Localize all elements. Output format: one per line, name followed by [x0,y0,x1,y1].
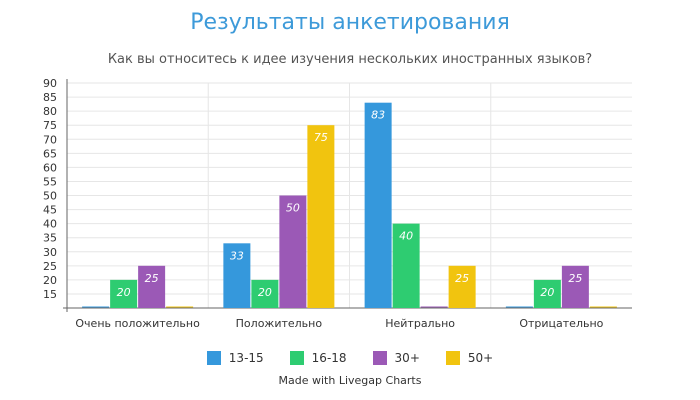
bar-value-label: 20 [258,286,272,299]
bar [110,279,138,308]
y-tick-label: 30 [43,246,57,259]
bar [251,279,279,308]
y-tick-label: 45 [43,204,57,217]
bar [448,265,476,308]
bar [533,279,561,308]
y-tick-label: 25 [43,260,57,273]
y-tick-label: 55 [43,175,57,188]
y-tick-label: 75 [43,119,57,132]
legend-label: 13-15 [228,351,264,365]
legend-swatch [206,351,221,365]
credit-text: Made with Livegap Charts [278,374,422,387]
y-tick-label: 65 [43,147,57,160]
legend-swatch [445,351,460,365]
y-tick-label: 50 [43,190,57,203]
x-tick-label: Положительно [236,317,323,330]
chart-legend: 13-15 16-18 30+ 50+ [0,351,700,365]
y-tick-label: 90 [43,77,57,90]
y-tick-label: 60 [43,161,57,174]
bar-value-label: 25 [568,272,582,285]
y-tick-label: 70 [43,133,57,146]
bar [364,102,392,308]
legend-item-13-15[interactable]: 13-15 [206,351,264,365]
bar-value-label: 75 [314,131,328,144]
y-tick-label: 40 [43,218,57,231]
legend-item-16-18[interactable]: 16-18 [289,351,347,365]
x-tick-label: Нейтрально [385,317,455,330]
bar [138,265,166,308]
bar [223,243,251,308]
legend-item-30-plus[interactable]: 30+ [372,351,420,365]
legend-swatch [372,351,387,365]
legend-item-50-plus[interactable]: 50+ [445,351,494,365]
x-tick-label: Отрицательно [519,317,603,330]
legend-swatch [289,351,304,365]
legend-label: 30+ [394,351,420,365]
x-tick-label: Очень положительно [75,317,200,330]
y-tick-label: 35 [43,232,57,245]
bar-value-label: 20 [117,286,131,299]
bar-value-label: 83 [371,109,385,122]
legend-label: 50+ [467,351,494,365]
bar-value-label: 20 [540,286,554,299]
chart-subtitle: Как вы относитесь к идее изучения нескол… [107,52,593,67]
bar [279,195,307,308]
bar-value-label: 25 [145,272,159,285]
y-tick-label: 20 [43,274,57,287]
bar-value-label: 25 [455,272,469,285]
bar [307,125,335,308]
legend-label: 16-18 [311,351,347,365]
y-tick-label: 15 [43,288,57,301]
chart-title: Результаты анкетирования [190,10,510,35]
bar-value-label: 40 [399,230,413,243]
y-tick-label: 85 [43,91,57,104]
y-tick-label: 80 [43,105,57,118]
bar-value-label: 33 [230,249,244,262]
bar-value-label: 50 [286,202,300,215]
bar [392,223,420,308]
bar [561,265,589,308]
